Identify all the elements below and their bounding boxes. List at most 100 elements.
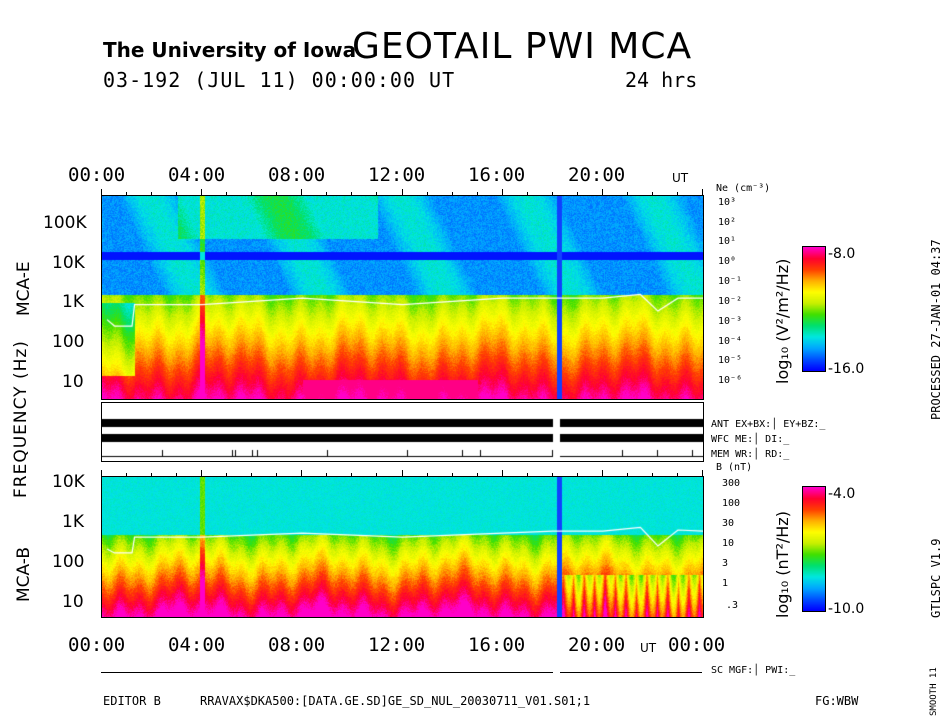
mca-e-colorbar [802,246,826,372]
b-tick: 100 [722,498,741,509]
time-minor-tick [526,192,528,195]
time-tick: 00:00 [668,634,726,656]
ne-tick: 10¹ [718,236,737,247]
time-unit: UT [640,641,657,655]
mca-b-heatmap [102,477,703,617]
ne-axis-title: Ne (cm⁻³) [716,183,771,194]
ne-tick: 10⁻⁴ [718,336,743,347]
mca-b-label: MCA-B [14,547,34,602]
time-minor-tick [626,192,628,195]
mca-b-spectrogram [101,476,704,618]
time-minor-tick [401,189,403,195]
time-tick: 00:00 [68,164,126,186]
ne-tick: 10⁰ [718,256,737,267]
time-minor-tick [101,189,102,195]
time-minor-tick [201,470,203,476]
time-minor-tick [351,192,353,195]
time-tick: 20:00 [568,164,626,186]
time-minor-tick [526,473,528,476]
time-tick: 12:00 [368,164,426,186]
time-minor-tick [126,192,128,195]
mca-b-colorbar-label: log₁₀ (nT²/Hz) [773,511,792,618]
time-minor-tick [151,473,153,476]
plot-title: GEOTAIL PWI MCA [352,26,693,67]
time-minor-tick [451,473,453,476]
time-minor-tick [676,473,678,476]
time-minor-tick [326,192,328,195]
institution-label: The University of Iowa [103,38,357,62]
time-minor-tick [501,470,503,476]
duration-label: 24 hrs [625,68,698,92]
sc-status-line [101,672,553,673]
time-minor-tick [426,192,428,195]
time-minor-tick [251,473,253,476]
time-tick: 00:00 [68,634,126,656]
time-unit: UT [672,171,689,185]
time-minor-tick [276,473,278,476]
time-minor-tick [326,473,328,476]
wfc-status: WFC ME:│ DI:_ [711,434,790,445]
file-path: RRAVAX$DKA500:[DATA.GE.SD]GE_SD_NUL_2003… [200,694,591,708]
mca-e-label: MCA-E [14,261,34,316]
time-minor-tick [351,473,353,476]
mca-b-colorbar-min: -10.0 [828,601,865,617]
ne-tick: 10⁻² [718,296,743,307]
mca-e-colorbar-gradient [803,247,825,371]
time-minor-tick [651,192,653,195]
time-minor-tick [376,473,378,476]
time-minor-tick [301,470,303,476]
time-minor-tick [601,189,603,195]
time-minor-tick [702,470,703,476]
mca-e-colorbar-min: -16.0 [828,361,865,377]
processed-stamp: PROCESSED 27-JAN-01 04:37 [929,239,943,420]
time-minor-tick [626,473,628,476]
ne-tick: 10³ [718,197,737,208]
smooth-stamp: SMOOTH 11 [929,667,939,716]
freq-tick: 100K [43,213,87,233]
b-tick: 1 [722,578,729,589]
mca-b-colorbar [802,486,826,612]
time-minor-tick [176,192,178,195]
time-minor-tick [702,189,703,195]
time-tick: 16:00 [468,164,526,186]
freq-tick: 100 [52,332,85,352]
b-tick: 3 [722,558,729,569]
time-minor-tick [101,470,102,476]
ne-tick: 10⁻⁵ [718,355,743,366]
time-tick: 20:00 [568,634,626,656]
status-bars [102,403,703,461]
freq-tick: 10K [52,472,85,492]
mem-status: MEM WR:│ RD:_ [711,449,790,460]
time-minor-tick [276,192,278,195]
ant-status: ANT EX+BX:│ EY+BZ:_ [711,419,826,430]
time-minor-tick [551,192,553,195]
time-minor-tick [126,473,128,476]
time-minor-tick [401,470,403,476]
b-axis-title: B (nT) [716,462,753,473]
ne-tick: 10⁻⁶ [718,375,743,386]
time-minor-tick [476,192,478,195]
time-minor-tick [451,192,453,195]
time-minor-tick [226,473,228,476]
time-minor-tick [201,189,203,195]
editor-label: EDITOR B [103,694,161,708]
freq-tick: 1K [62,292,84,312]
freq-tick: 1K [62,512,84,532]
time-minor-tick [501,189,503,195]
b-tick: 10 [722,538,735,549]
mca-e-colorbar-max: -8.0 [828,246,856,262]
b-tick: 30 [722,518,735,529]
b-tick: .3 [726,600,739,611]
ne-tick: 10⁻³ [718,316,743,327]
time-tick: 04:00 [168,164,226,186]
time-tick: 12:00 [368,634,426,656]
time-minor-tick [251,192,253,195]
date-line: 03-192 (JUL 11) 00:00:00 UT [103,68,456,92]
freq-tick: 10K [52,253,85,273]
time-minor-tick [576,473,578,476]
time-minor-tick [176,473,178,476]
version-stamp: GTLSPC V1.9 [929,538,943,618]
time-minor-tick [601,470,603,476]
freq-tick: 10 [62,592,84,612]
b-tick: 300 [722,478,741,489]
